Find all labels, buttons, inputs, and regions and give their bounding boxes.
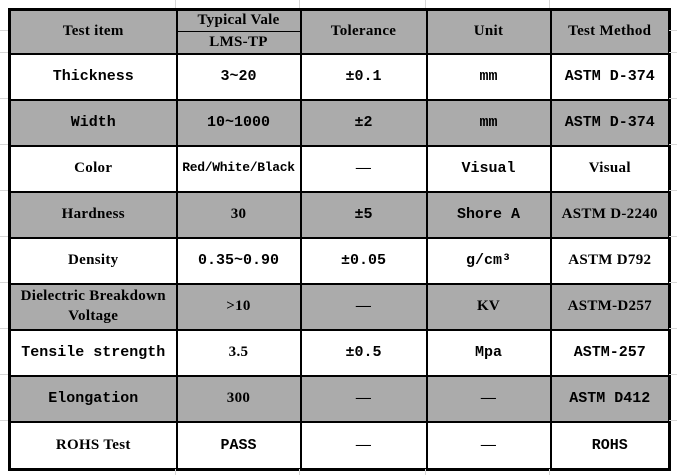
row-color: Color Red/White/Black — Visual Visual	[8, 144, 671, 193]
margin-gridline	[669, 98, 677, 99]
dielectric-item-cell: Dielectric Breakdown Voltage	[8, 282, 178, 331]
row-elongation: Elongation 300 — — ASTM D412	[8, 374, 671, 423]
thickness-tolerance-cell: ±0.1	[299, 52, 428, 101]
color-item-cell: Color	[8, 144, 178, 193]
density-item-cell: Density	[8, 236, 178, 285]
elongation-item-cell: Elongation	[8, 374, 178, 423]
margin-gridline	[0, 30, 8, 31]
margin-gridline	[0, 144, 8, 145]
density-method-cell: ASTM D792	[549, 236, 671, 285]
color-unit-cell: Visual	[425, 144, 552, 193]
rohs-value-cell: PASS	[175, 420, 302, 471]
thickness-value-cell: 3~20	[175, 52, 302, 101]
row-density: Density 0.35~0.90 ±0.05 g/cm³ ASTM D792	[8, 236, 671, 285]
margin-gridline	[669, 236, 677, 237]
row-thickness: Thickness 3~20 ±0.1 mm ASTM D-374	[8, 52, 671, 101]
margin-gridline	[0, 374, 8, 375]
margin-gridline	[669, 144, 677, 145]
color-tolerance-cell: —	[299, 144, 428, 193]
header-row-top: Test item Typical Vale Tolerance Unit Te…	[8, 8, 671, 55]
tensile-method-cell: ASTM-257	[549, 328, 671, 377]
margin-gridline	[0, 282, 8, 283]
margin-gridline	[0, 52, 8, 53]
margin-gridline	[299, 0, 300, 8]
hardness-unit-cell: Shore A	[425, 190, 552, 239]
width-unit-cell: mm	[425, 98, 552, 147]
row-rohs-test: ROHS Test PASS — — ROHS	[8, 420, 671, 471]
margin-gridline	[175, 0, 176, 8]
header-typical-value-sub: LMS-TP	[175, 31, 302, 55]
color-method-cell: Visual	[549, 144, 671, 193]
margin-gridline	[425, 0, 426, 8]
elongation-value-cell: 300	[175, 374, 302, 423]
margin-gridline	[669, 374, 677, 375]
color-value-cell: Red/White/Black	[175, 144, 302, 193]
header-test-item: Test item	[8, 8, 178, 55]
header-tolerance: Tolerance	[299, 8, 428, 55]
tensile-item-cell: Tensile strength	[8, 328, 178, 377]
elongation-unit-cell: —	[425, 374, 552, 423]
hardness-method-cell: ASTM D-2240	[549, 190, 671, 239]
width-value-cell: 10~1000	[175, 98, 302, 147]
dielectric-method-cell: ASTM-D257	[549, 282, 671, 331]
margin-gridline	[175, 469, 176, 475]
margin-gridline	[669, 30, 677, 31]
density-unit-cell: g/cm³	[425, 236, 552, 285]
margin-gridline	[0, 190, 8, 191]
tensile-tolerance-cell: ±0.5	[299, 328, 428, 377]
row-tensile-strength: Tensile strength 3.5 ±0.5 Mpa ASTM-257	[8, 328, 671, 377]
rohs-method-cell: ROHS	[549, 420, 671, 471]
width-method-cell: ASTM D-374	[549, 98, 671, 147]
margin-gridline	[425, 469, 426, 475]
margin-gridline	[299, 469, 300, 475]
header-row-sub: LMS-TP	[10, 31, 670, 55]
header-unit: Unit	[425, 8, 552, 55]
margin-gridline	[669, 420, 677, 421]
width-item-cell: Width	[8, 98, 178, 147]
thickness-item-cell: Thickness	[8, 52, 178, 101]
hardness-tolerance-cell: ±5	[299, 190, 428, 239]
margin-gridline	[669, 190, 677, 191]
header-typical-value: Typical Vale	[175, 8, 302, 32]
density-value-cell: 0.35~0.90	[175, 236, 302, 285]
margin-gridline	[669, 52, 677, 53]
dielectric-unit-cell: KV	[425, 282, 552, 331]
elongation-method-cell: ASTM D412	[549, 374, 671, 423]
density-tolerance-cell: ±0.05	[299, 236, 428, 285]
margin-gridline	[669, 328, 677, 329]
tensile-value-cell: 3.5	[175, 328, 302, 377]
margin-gridline	[549, 0, 550, 8]
header-test-method: Test Method	[549, 8, 671, 55]
row-hardness: Hardness 30 ±5 Shore A ASTM D-2240	[8, 190, 671, 239]
spec-table: Test item Typical Vale Tolerance Unit Te…	[8, 8, 671, 471]
dielectric-tolerance-cell: —	[299, 282, 428, 331]
margin-gridline	[0, 420, 8, 421]
tensile-unit-cell: Mpa	[425, 328, 552, 377]
hardness-item-cell: Hardness	[8, 190, 178, 239]
width-tolerance-cell: ±2	[299, 98, 428, 147]
margin-gridline	[0, 98, 8, 99]
rohs-unit-cell: —	[425, 420, 552, 471]
dielectric-value-cell: >10	[175, 282, 302, 331]
thickness-method-cell: ASTM D-374	[549, 52, 671, 101]
margin-gridline	[0, 328, 8, 329]
rohs-item-cell: ROHS Test	[8, 420, 178, 471]
elongation-tolerance-cell: —	[299, 374, 428, 423]
rohs-tolerance-cell: —	[299, 420, 428, 471]
row-width: Width 10~1000 ±2 mm ASTM D-374	[8, 98, 671, 147]
thickness-unit-cell: mm	[425, 52, 552, 101]
margin-gridline	[549, 469, 550, 475]
margin-gridline	[0, 236, 8, 237]
margin-gridline	[669, 282, 677, 283]
row-dielectric-breakdown-voltage: Dielectric Breakdown Voltage >10 — KV AS…	[8, 282, 671, 331]
hardness-value-cell: 30	[175, 190, 302, 239]
